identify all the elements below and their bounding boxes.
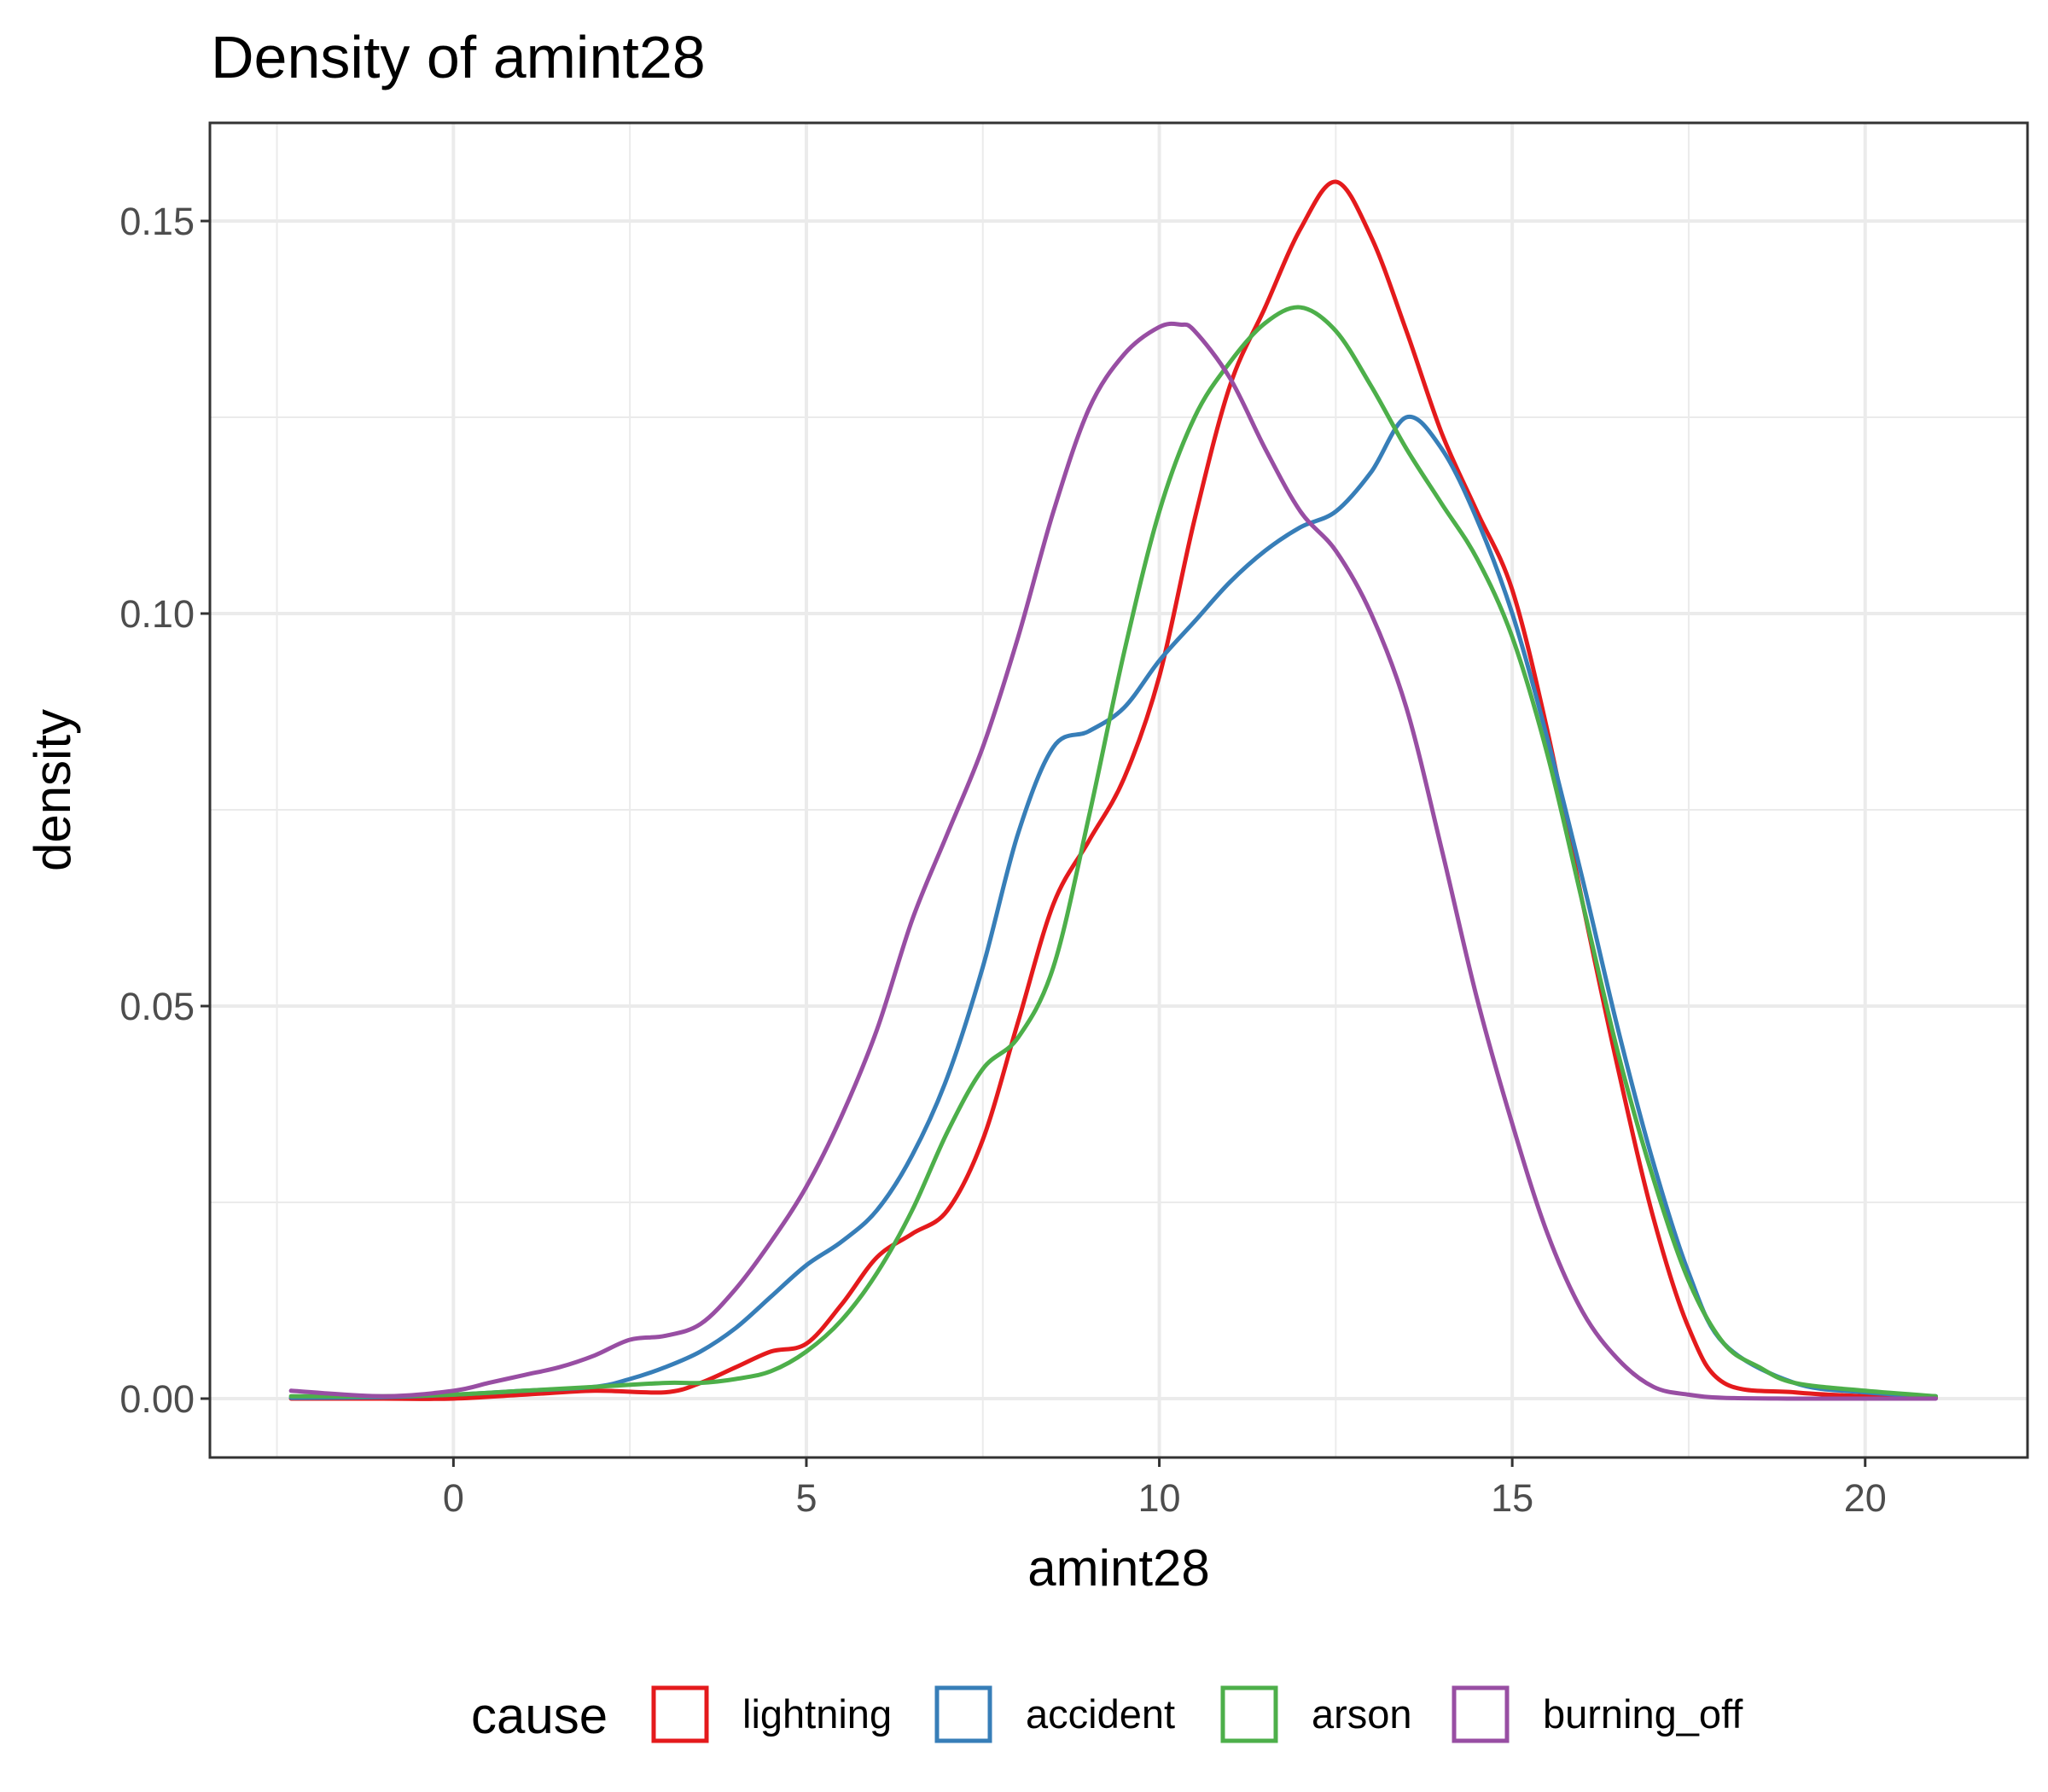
x-tick-label: 5: [795, 1476, 817, 1520]
density-line-burning-off: [288, 321, 1938, 1401]
x-tick-label: 10: [1138, 1476, 1181, 1520]
legend-key-accident: [934, 1685, 992, 1743]
legend-label-accident: accident: [1026, 1691, 1175, 1737]
x-tick-label: 15: [1491, 1476, 1533, 1520]
y-axis: 0.00 0.05 0.10 0.15: [119, 200, 210, 1421]
y-tick-label: 0.00: [119, 1377, 195, 1421]
density-line-accident: [288, 414, 1938, 1400]
legend-key-lightning: [651, 1685, 709, 1743]
y-tick-label: 0.05: [119, 985, 195, 1028]
legend-label-burning-off: burning_off: [1543, 1691, 1743, 1737]
density-line-arson: [288, 305, 1938, 1399]
x-axis: 0 5 10 15 20: [443, 1457, 1887, 1520]
plot-panel-border: [208, 121, 2029, 1459]
y-tick-label: 0.15: [119, 200, 195, 243]
legend-key-burning-off: [1452, 1685, 1510, 1743]
y-tick-label: 0.10: [119, 592, 195, 636]
legend-label-arson: arson: [1312, 1691, 1412, 1737]
y-axis-title: density: [24, 709, 81, 871]
x-axis-title: amint28: [1027, 1539, 1209, 1597]
x-tick-label: 20: [1844, 1476, 1887, 1520]
density-line-lightning: [288, 179, 1938, 1401]
legend: cause lightning accident arson burning_off: [471, 1685, 1743, 1744]
major-gridlines: [210, 123, 2028, 1457]
minor-gridlines: [210, 123, 2028, 1457]
legend-label-lightning: lightning: [742, 1691, 892, 1737]
legend-key-arson: [1220, 1685, 1278, 1743]
x-tick-label: 0: [443, 1476, 464, 1520]
density-curves: [288, 179, 1938, 1401]
chart-title: Density of amint28: [211, 24, 706, 90]
legend-title: cause: [471, 1687, 608, 1744]
